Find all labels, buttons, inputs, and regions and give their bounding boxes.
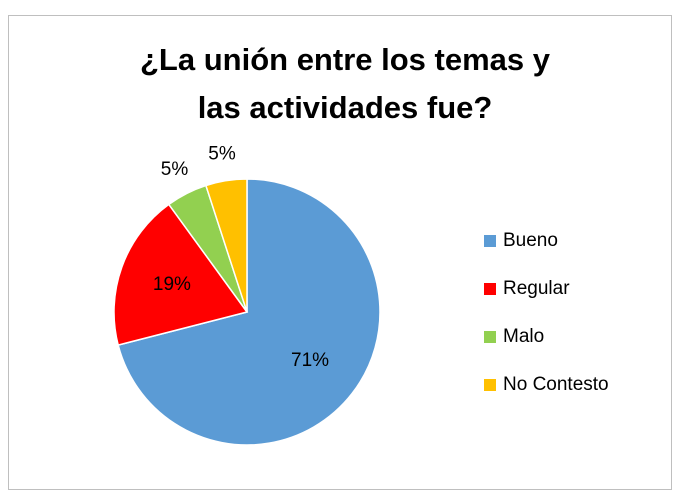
legend-swatch [484, 331, 496, 343]
data-label: 5% [208, 143, 236, 164]
legend-swatch [484, 283, 496, 295]
data-label: 5% [161, 159, 189, 180]
pie-slice [117, 178, 381, 446]
data-label: 19% [153, 274, 191, 295]
legend-label: Malo [503, 326, 544, 347]
legend-label: No Contesto [503, 374, 609, 395]
legend-swatch [484, 379, 496, 391]
data-label: 71% [291, 350, 329, 371]
pie-slice [113, 203, 249, 346]
pie-slice [204, 178, 248, 313]
legend-label: Bueno [503, 230, 558, 251]
legend-label: Regular [503, 278, 570, 299]
legend-swatch [484, 235, 496, 247]
chart-title: ¿La unión entre los temas y las actividad… [140, 42, 551, 125]
